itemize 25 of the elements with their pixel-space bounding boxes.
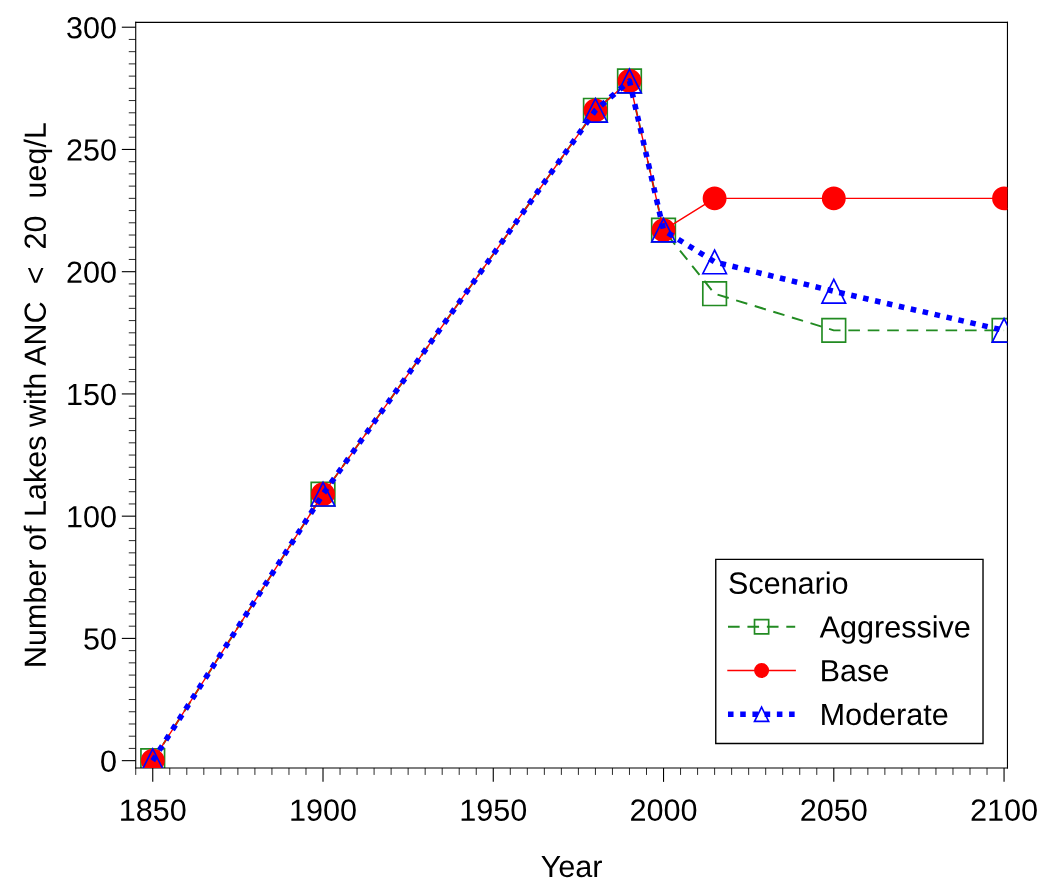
legend-label: Base [822,660,888,682]
y-tick-label: 0 [101,750,116,773]
point [702,186,727,211]
x-axis-title: Year [541,855,602,878]
y-tick-label: 300 [67,16,116,39]
x-tick-label: 2000 [631,799,697,821]
legend-label: Aggressive [819,615,970,644]
point [821,278,847,304]
x-tick-label: 1900 [291,799,356,821]
y-tick-label: 100 [68,505,116,528]
x-tick-label: 1950 [461,799,527,821]
x-tick-label: 1850 [121,799,186,821]
legend-title: Scenario [729,571,848,594]
y-tick-label: 250 [67,139,116,161]
y-tick-label: 150 [68,383,116,406]
point [821,186,846,211]
point [701,281,728,307]
point [701,249,728,275]
y-tick-label: 200 [67,261,116,284]
legend-label: Moderate [822,702,948,726]
y-axis-title: Number of Lakes with ANC < 20 ueq/L [23,123,53,666]
x-tick-label: 2050 [801,799,867,821]
x-tick-label: 2100 [971,799,1037,821]
point [821,317,847,344]
y-tick-label: 50 [84,628,116,650]
